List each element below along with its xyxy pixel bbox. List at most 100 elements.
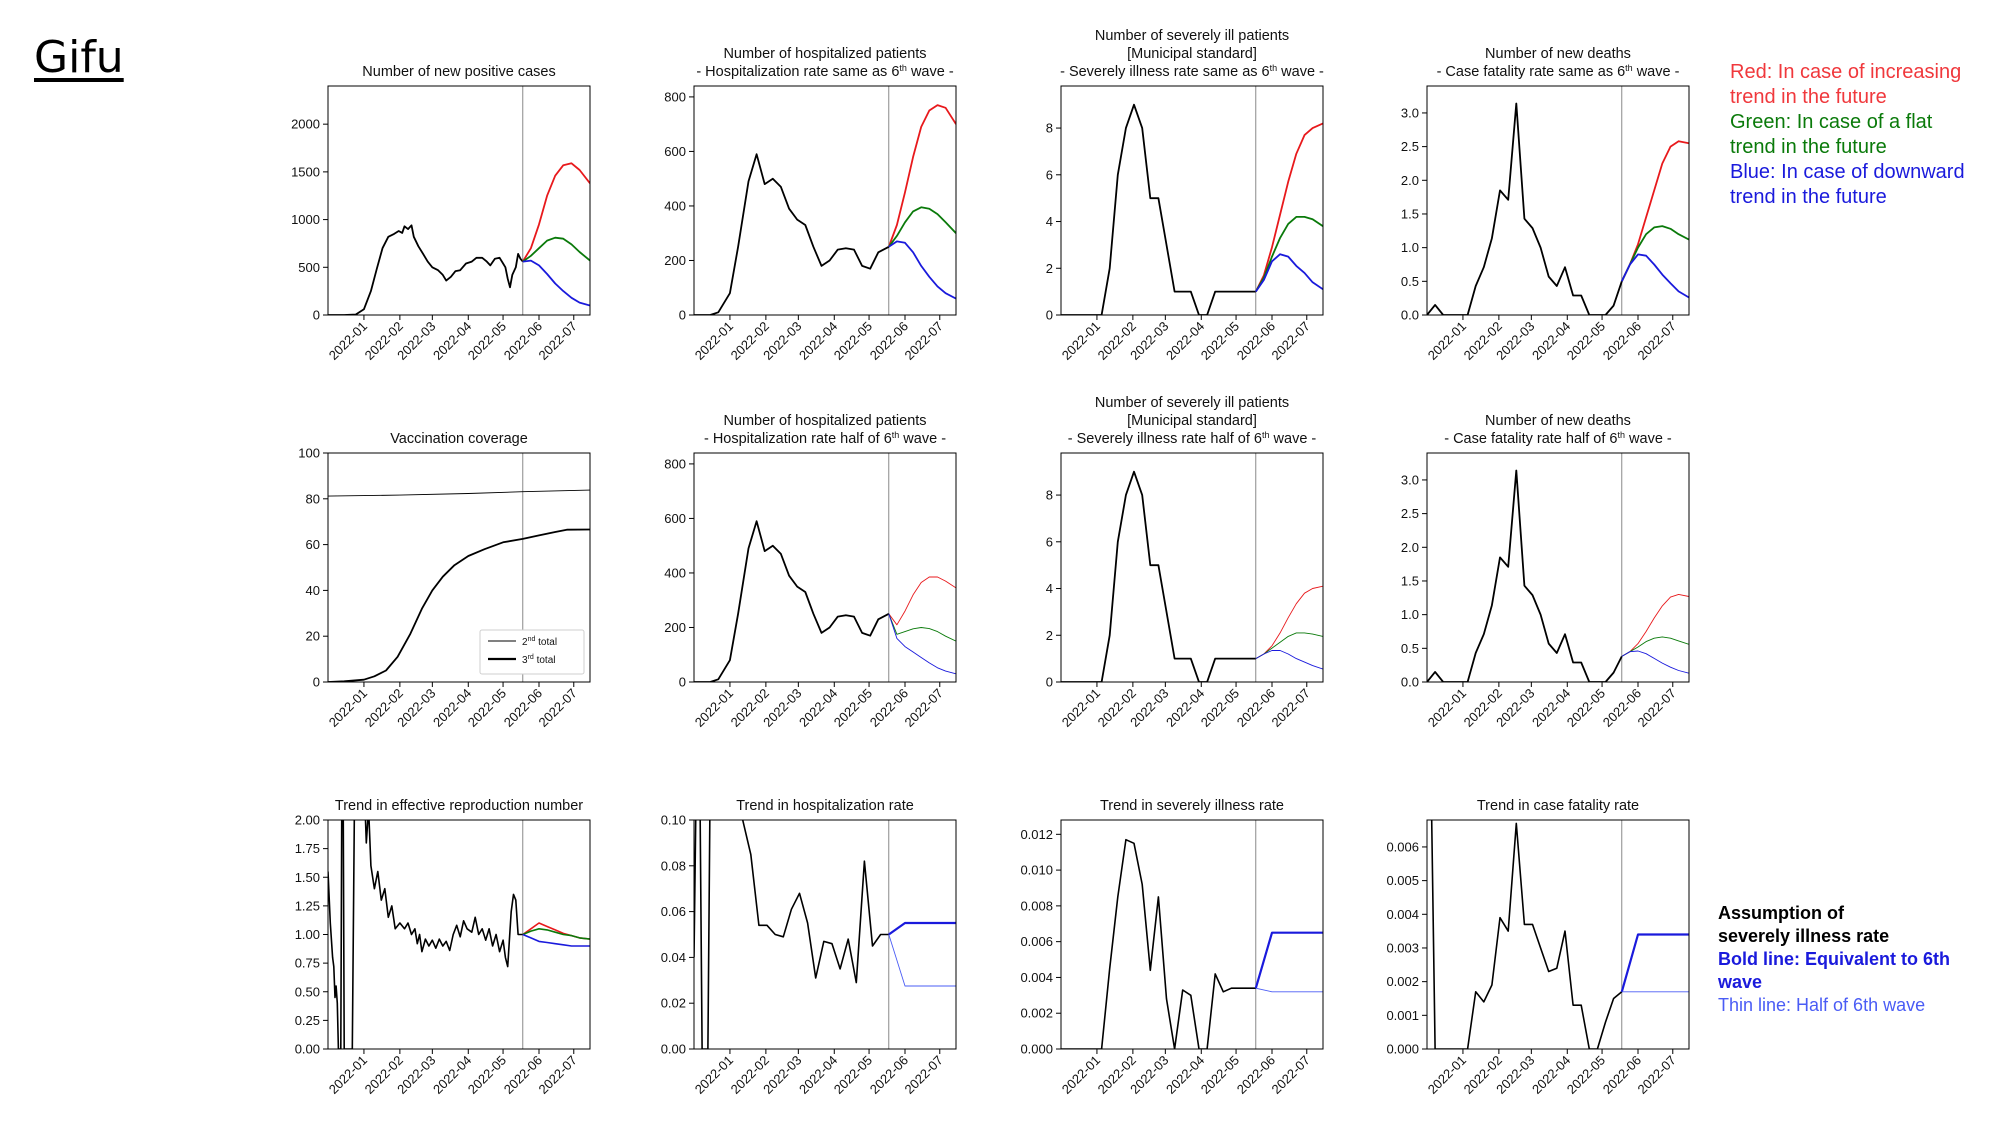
x-tick-label: 2022-05 — [1564, 1053, 1608, 1097]
y-tick-label: 0 — [679, 675, 686, 690]
x-tick-label: 2022-05 — [465, 686, 509, 730]
chart-deaths-half: Number of new deaths - Case fatality rate… — [1401, 413, 1690, 730]
series-line-actual — [328, 820, 523, 1049]
y-tick-label: 800 — [664, 89, 686, 104]
title-text: Number of new positive cases — [362, 64, 555, 80]
title-text: wave - — [1277, 64, 1324, 80]
y-tick-label: 0.002 — [1020, 1006, 1053, 1021]
title-text: wave - — [899, 431, 946, 447]
plot-frame — [1060, 85, 1324, 316]
series-line-flat — [522, 236, 590, 263]
y-tick-label: 4 — [1046, 581, 1053, 596]
series-group — [328, 489, 590, 682]
y-tick-label: 0.75 — [295, 956, 320, 971]
title-superscript: th — [1625, 63, 1633, 73]
assumption-legend: Assumption of severely illness rate Bold l… — [1718, 902, 1950, 1017]
chart-title: Number of new deaths — [1485, 413, 1631, 429]
series-group — [1427, 102, 1689, 315]
x-tick-label: 2022-01 — [326, 686, 370, 730]
assumption-legend-line: Bold line: Equivalent to 6th — [1718, 949, 1951, 969]
x-tick-label: 2022-05 — [831, 686, 875, 730]
y-tick-label: 2.5 — [1401, 139, 1419, 154]
y-tick-label: 200 — [664, 620, 686, 635]
x-tick-label: 2022-01 — [1425, 686, 1469, 730]
y-tick-label: 1.0 — [1401, 607, 1419, 622]
scenario-legend-line: Red: In case of increasing — [1730, 61, 1962, 83]
chart-title: Number of new positive cases — [362, 64, 555, 80]
x-tick-label: 2022-07 — [1635, 1053, 1679, 1097]
series-line-decrease — [522, 259, 590, 307]
y-tick-label: 60 — [306, 537, 320, 552]
plot-frame — [1060, 819, 1324, 1050]
chart-fatality-rate: Trend in case fatality rate 0.000 0.001 0.0… — [1386, 798, 1690, 1097]
inline-legend-label: 3rd total — [522, 654, 555, 666]
y-tick-label: 2 — [1046, 261, 1053, 276]
series-line-decrease — [1621, 650, 1689, 674]
y-tick-label: 0 — [313, 308, 320, 323]
y-tick-label: 8 — [1046, 121, 1053, 136]
chart-title: [Municipal standard] — [1127, 413, 1257, 429]
x-tick-label: 2022-05 — [465, 1053, 509, 1097]
series-group — [694, 520, 956, 682]
series-line-decrease — [1254, 931, 1323, 989]
title-text: [Municipal standard] — [1127, 413, 1257, 429]
x-tick-label: 2022-01 — [692, 686, 736, 730]
series-line-actual — [694, 520, 890, 682]
x-tick-label: 2022-01 — [1425, 1053, 1469, 1097]
series-line-increase — [888, 576, 956, 626]
series-line-flat — [522, 927, 590, 940]
series-group — [1427, 469, 1689, 682]
y-tick-label: 0.0 — [1401, 675, 1419, 690]
x-tick-label: 2022-01 — [692, 1053, 736, 1097]
title-text: Vaccination coverage — [390, 431, 528, 447]
y-tick-label: 0.006 — [1386, 839, 1419, 854]
scenario-legend-line: trend in the future — [1730, 86, 1887, 108]
x-tick-label: 2022-07 — [1269, 1053, 1313, 1097]
chart-vaccination: Vaccination coverage 0 20 40 60 80 100 2022-01 2… — [298, 431, 591, 730]
plot-frame — [1426, 819, 1690, 1050]
plot-frame — [1426, 85, 1690, 316]
y-tick-label: 400 — [664, 198, 686, 213]
series-line-actual — [694, 153, 890, 315]
title-text: - Case fatality rate half of 6 — [1444, 431, 1617, 447]
y-tick-label: 0.006 — [1020, 934, 1053, 949]
assumption-legend-line: Assumption of — [1718, 903, 1844, 923]
title-text: wave - — [1633, 64, 1680, 80]
x-tick-label: 2022-05 — [1198, 1053, 1242, 1097]
x-tick-label: 2022-07 — [1269, 319, 1313, 363]
x-tick-label: 2022-01 — [1059, 1053, 1103, 1097]
y-tick-label: 1.25 — [295, 898, 320, 913]
y-tick-label: 2.00 — [295, 813, 320, 828]
series-line-actual — [1427, 469, 1623, 682]
y-tick-label: 1.75 — [295, 841, 320, 856]
chart-severe-half: Number of severely ill patients [Municipa… — [1046, 395, 1324, 730]
legend-text: total — [534, 655, 556, 666]
scenario-legend: Red: In case of increasing trend in the f… — [1730, 60, 1965, 210]
y-tick-label: 0 — [1046, 675, 1053, 690]
title-text: Trend in severely illness rate — [1100, 798, 1284, 814]
series-line-increase — [887, 104, 956, 248]
series-line-flat — [1620, 225, 1689, 282]
y-tick-label: 500 — [298, 260, 320, 275]
series-line-decrease — [1620, 253, 1689, 299]
series-line-decrease — [888, 613, 956, 675]
y-tick-label: 0 — [1046, 308, 1053, 323]
x-tick-label: 2022-07 — [536, 319, 580, 363]
series-line-actual — [328, 489, 590, 497]
y-tick-label: 6 — [1046, 167, 1053, 182]
series-group — [694, 820, 956, 1049]
scenario-legend-line: trend in the future — [1730, 136, 1887, 158]
y-tick-label: 4 — [1046, 214, 1053, 229]
y-tick-label: 0.50 — [295, 984, 320, 999]
y-tick-label: 0.08 — [661, 858, 686, 873]
series-line-flat — [1621, 636, 1689, 657]
y-tick-label: 2.5 — [1401, 506, 1419, 521]
title-superscript: th — [1618, 430, 1626, 440]
title-text: Trend in case fatality rate — [1477, 798, 1639, 814]
y-tick-label: 0.000 — [1020, 1042, 1053, 1057]
y-tick-label: 100 — [298, 446, 320, 461]
x-tick-label: 2022-05 — [1198, 319, 1242, 363]
title-text: Number of new deaths — [1485, 413, 1631, 429]
y-tick-label: 0.02 — [661, 996, 686, 1011]
title-text: wave - — [907, 64, 954, 80]
